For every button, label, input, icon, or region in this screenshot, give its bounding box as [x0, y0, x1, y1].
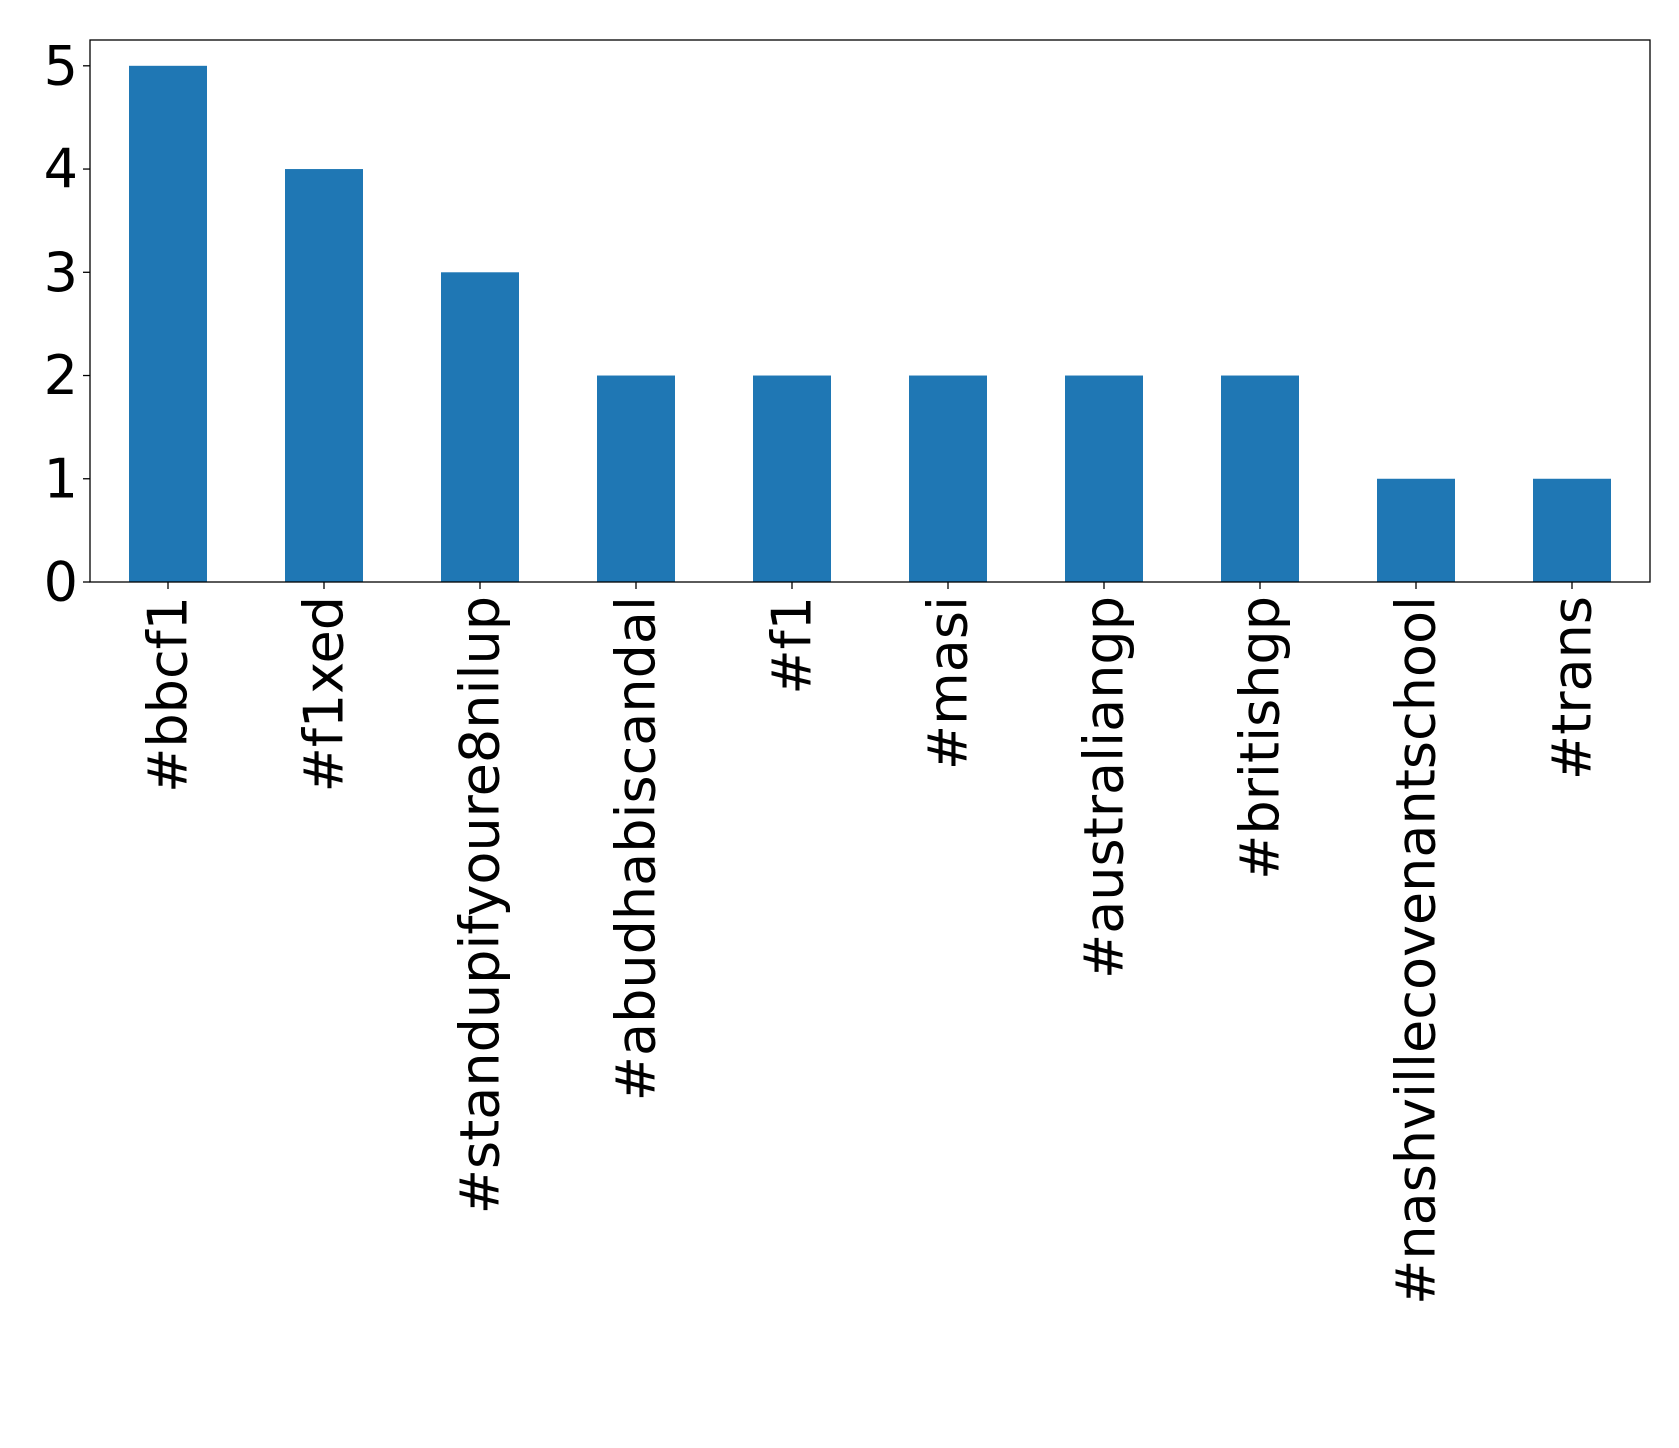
y-tick-label: 1 [44, 447, 78, 510]
bar [1533, 478, 1611, 582]
bars-group [129, 65, 1611, 583]
bar [285, 169, 363, 583]
x-axis: #bbcf1 #f1xed #standupifyoure8nilup #abudha… [137, 582, 1604, 1305]
bar [1065, 375, 1143, 582]
y-axis: 0 1 2 3 4 5 [44, 34, 90, 614]
x-tick-label: #abudhabiscandal [605, 596, 668, 1101]
x-tick-label: #f1 [761, 596, 824, 695]
y-tick-label: 0 [44, 551, 78, 614]
y-tick-label: 2 [44, 344, 78, 407]
bar [753, 375, 831, 582]
y-tick-label: 4 [44, 138, 78, 201]
y-tick-label: 5 [44, 34, 78, 97]
x-tick-label: #masi [917, 596, 980, 770]
plot-frame [89, 39, 1651, 583]
x-tick-label: #britishgp [1229, 596, 1292, 880]
bar [129, 65, 207, 583]
x-tick-label: #bbcf1 [137, 596, 200, 793]
bar [1377, 478, 1455, 582]
x-tick-label: #australiangp [1073, 596, 1136, 979]
x-tick-label: #nashvillecovenantschool [1385, 596, 1448, 1305]
y-tick-label: 3 [44, 241, 78, 304]
bar [1221, 375, 1299, 582]
bar [441, 272, 519, 582]
bar [909, 375, 987, 582]
bar [597, 375, 675, 582]
x-tick-label: #trans [1541, 596, 1604, 780]
x-tick-label: #standupifyoure8nilup [449, 596, 512, 1214]
x-tick-label: #f1xed [293, 596, 356, 792]
